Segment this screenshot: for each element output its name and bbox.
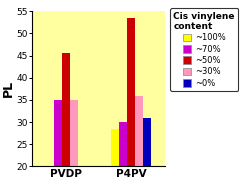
Bar [70, 100, 78, 189]
Bar [127, 18, 135, 189]
Bar [62, 53, 70, 189]
Bar [135, 96, 143, 189]
Bar [111, 129, 119, 189]
Bar [119, 122, 127, 189]
Y-axis label: PL: PL [2, 80, 15, 97]
Legend: ~100%, ~70%, ~50%, ~30%, ~0%: ~100%, ~70%, ~50%, ~30%, ~0% [170, 8, 238, 91]
Bar [143, 119, 151, 189]
Bar [54, 100, 62, 189]
